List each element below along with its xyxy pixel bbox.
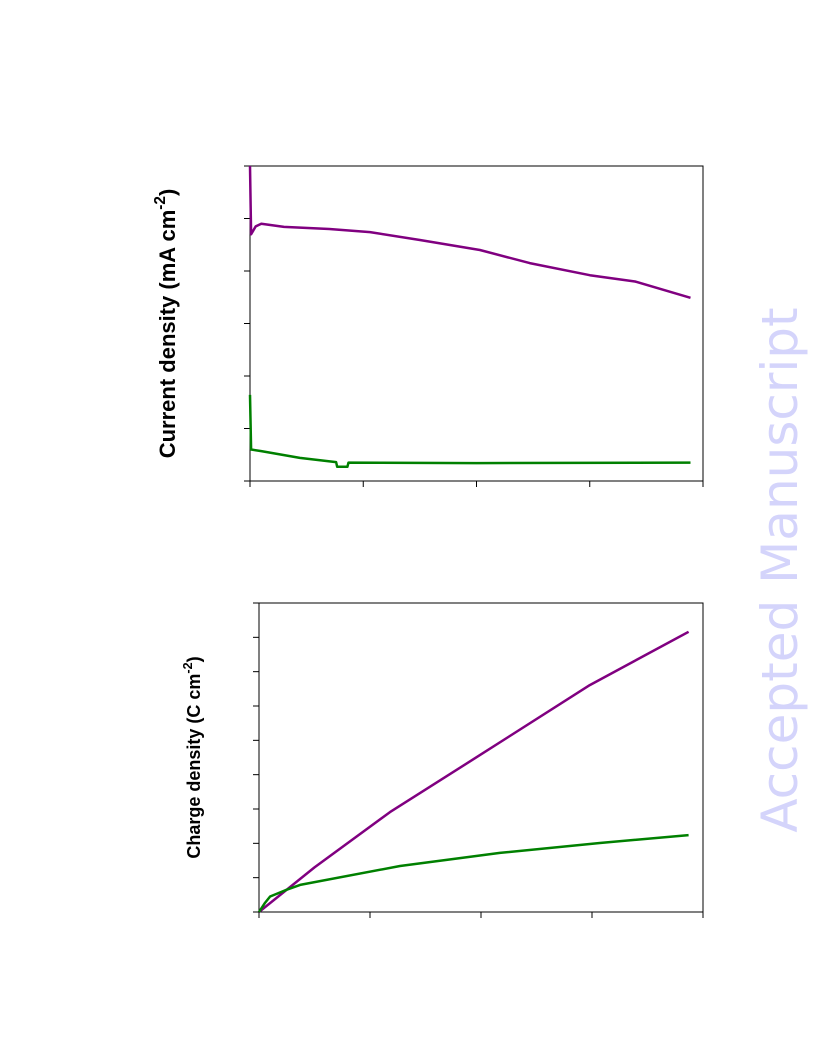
y-label-sup: -2 <box>181 662 195 673</box>
y-axis-label: Current density (mA cm-2) <box>152 189 180 459</box>
plot-frame <box>249 165 704 482</box>
data-line <box>248 394 691 469</box>
y-label-end: ) <box>184 656 204 662</box>
data-line <box>258 630 690 913</box>
y-label-text: Charge density (C cm <box>184 674 204 859</box>
y-label-sup: -2 <box>152 196 169 210</box>
y-label-text: Current density (mA cm <box>155 210 180 459</box>
y-label-end: ) <box>155 189 180 196</box>
y-axis-label: Charge density (C cm-2) <box>181 656 204 858</box>
watermark: Accepted Manuscript <box>751 307 809 832</box>
data-line <box>248 165 691 299</box>
plot-frame <box>258 602 704 913</box>
data-line <box>257 833 689 913</box>
